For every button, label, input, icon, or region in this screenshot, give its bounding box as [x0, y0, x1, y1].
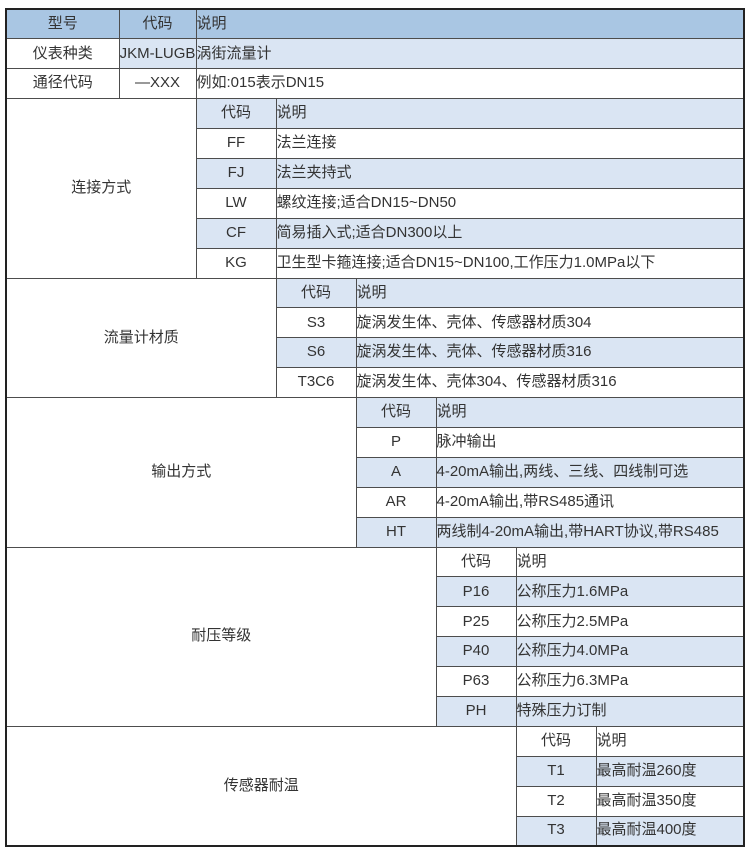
code-cell: P40	[435, 636, 517, 668]
section-header-row: 输出方式 代码 说明	[5, 397, 745, 548]
code-cell: T3C6	[275, 367, 357, 399]
code-cell: —XXX	[118, 68, 197, 100]
code-cell: AR	[355, 486, 437, 518]
product-model-selection-table: 型号 代码 说明 仪表种类 JKM-LUGB 涡街流量计 通径代码 —XXX 例…	[5, 8, 745, 847]
table-row: LW 螺纹连接;适合DN15~DN50	[6, 187, 745, 219]
section-label-material: 流量计材质	[5, 277, 277, 399]
table-row: T3 最高耐温400度	[6, 815, 745, 847]
table-row: A 4-20mA输出,两线、三线、四线制可选	[6, 456, 745, 488]
sub-header-code: 代码	[195, 98, 277, 130]
table-row: FF 法兰连接	[6, 128, 745, 159]
desc-cell: 两线制4-20mA输出,带HART协议,带RS485	[435, 516, 745, 548]
table-row: T1 最高耐温260度	[6, 755, 745, 787]
code-cell: LW	[195, 187, 277, 219]
section-label-connection: 连接方式	[5, 98, 197, 279]
sub-header-code: 代码	[435, 546, 517, 578]
table-row: T2 最高耐温350度	[6, 785, 745, 817]
table-row: P 脉冲输出	[6, 426, 745, 458]
desc-cell: 最高耐温350度	[595, 785, 745, 817]
table-row: S6 旋涡发生体、壳体、传感器材质316	[6, 337, 745, 369]
sub-header-code: 代码	[355, 397, 437, 428]
desc-cell: 例如:015表示DN15	[195, 68, 745, 100]
section-label-output: 输出方式	[5, 397, 357, 548]
desc-cell: 简易插入式;适合DN300以上	[275, 217, 745, 249]
table-row: CF 简易插入式;适合DN300以上	[6, 217, 745, 249]
table-row: T3C6 旋涡发生体、壳体304、传感器材质316	[6, 367, 745, 399]
code-cell: P25	[435, 606, 517, 638]
desc-cell: 4-20mA输出,两线、三线、四线制可选	[435, 456, 745, 488]
table-row: PH 特殊压力订制	[6, 695, 745, 727]
col-header-model: 型号	[5, 8, 120, 40]
code-cell: PH	[435, 695, 517, 727]
row-label-instrument-type: 仪表种类	[5, 38, 120, 70]
col-header-code: 代码	[118, 8, 197, 40]
code-cell: P63	[435, 666, 517, 697]
desc-cell: 卫生型卡箍连接;适合DN15~DN100,工作压力1.0MPa以下	[275, 247, 745, 279]
table-row: AR 4-20mA输出,带RS485通讯	[6, 486, 745, 518]
section-header-row: 耐压等级 代码 说明	[5, 546, 745, 727]
desc-cell: 公称压力4.0MPa	[515, 636, 745, 668]
code-cell: T3	[515, 815, 597, 847]
code-cell: P16	[435, 576, 517, 608]
desc-cell: 公称压力6.3MPa	[515, 666, 745, 697]
desc-cell: 特殊压力订制	[515, 695, 745, 727]
code-cell: T1	[515, 755, 597, 787]
code-cell: FJ	[195, 157, 277, 189]
col-header-desc: 说明	[195, 8, 745, 40]
desc-cell: 公称压力2.5MPa	[515, 606, 745, 638]
code-cell: P	[355, 426, 437, 458]
desc-cell: 涡街流量计	[195, 38, 745, 70]
sub-header-code: 代码	[515, 725, 597, 757]
table-row: FJ 法兰夹持式	[6, 157, 745, 189]
sub-header-desc: 说明	[355, 277, 745, 309]
sub-header-desc: 说明	[595, 725, 745, 757]
desc-cell: 最高耐温260度	[595, 755, 745, 787]
code-cell: KG	[195, 247, 277, 279]
section-header-row: 传感器耐温 代码 说明	[5, 725, 745, 847]
section-header-row: 连接方式 代码 说明	[5, 98, 745, 279]
desc-cell: 最高耐温400度	[595, 815, 745, 847]
code-cell: FF	[195, 128, 277, 159]
desc-cell: 旋涡发生体、壳体、传感器材质304	[355, 307, 745, 339]
section-header-row: 流量计材质 代码 说明	[5, 277, 745, 399]
code-cell: JKM-LUGB	[118, 38, 197, 70]
table-row: P25 公称压力2.5MPa	[6, 606, 745, 638]
table-row: 通径代码 —XXX 例如:015表示DN15	[5, 68, 745, 100]
sub-header-code: 代码	[275, 277, 357, 309]
sub-header-desc: 说明	[515, 546, 745, 578]
table-row: 仪表种类 JKM-LUGB 涡街流量计	[5, 38, 745, 70]
sub-header-desc: 说明	[275, 98, 745, 130]
desc-cell: 4-20mA输出,带RS485通讯	[435, 486, 745, 518]
table-row: P16 公称压力1.6MPa	[6, 576, 745, 608]
row-label-diameter-code: 通径代码	[5, 68, 120, 100]
desc-cell: 脉冲输出	[435, 426, 745, 458]
table-header-row: 型号 代码 说明	[5, 8, 745, 40]
code-cell: T2	[515, 785, 597, 817]
code-cell: S6	[275, 337, 357, 369]
desc-cell: 旋涡发生体、壳体、传感器材质316	[355, 337, 745, 369]
desc-cell: 法兰连接	[275, 128, 745, 159]
desc-cell: 旋涡发生体、壳体304、传感器材质316	[355, 367, 745, 399]
table-row: HT 两线制4-20mA输出,带HART协议,带RS485	[6, 516, 745, 548]
section-label-temperature: 传感器耐温	[5, 725, 517, 847]
desc-cell: 法兰夹持式	[275, 157, 745, 189]
code-cell: HT	[355, 516, 437, 548]
desc-cell: 公称压力1.6MPa	[515, 576, 745, 608]
table-row: KG 卫生型卡箍连接;适合DN15~DN100,工作压力1.0MPa以下	[6, 247, 745, 279]
code-cell: S3	[275, 307, 357, 339]
sub-header-desc: 说明	[435, 397, 745, 428]
section-label-pressure: 耐压等级	[5, 546, 437, 727]
table-row: P63 公称压力6.3MPa	[6, 666, 745, 697]
code-cell: A	[355, 456, 437, 488]
code-cell: CF	[195, 217, 277, 249]
desc-cell: 螺纹连接;适合DN15~DN50	[275, 187, 745, 219]
